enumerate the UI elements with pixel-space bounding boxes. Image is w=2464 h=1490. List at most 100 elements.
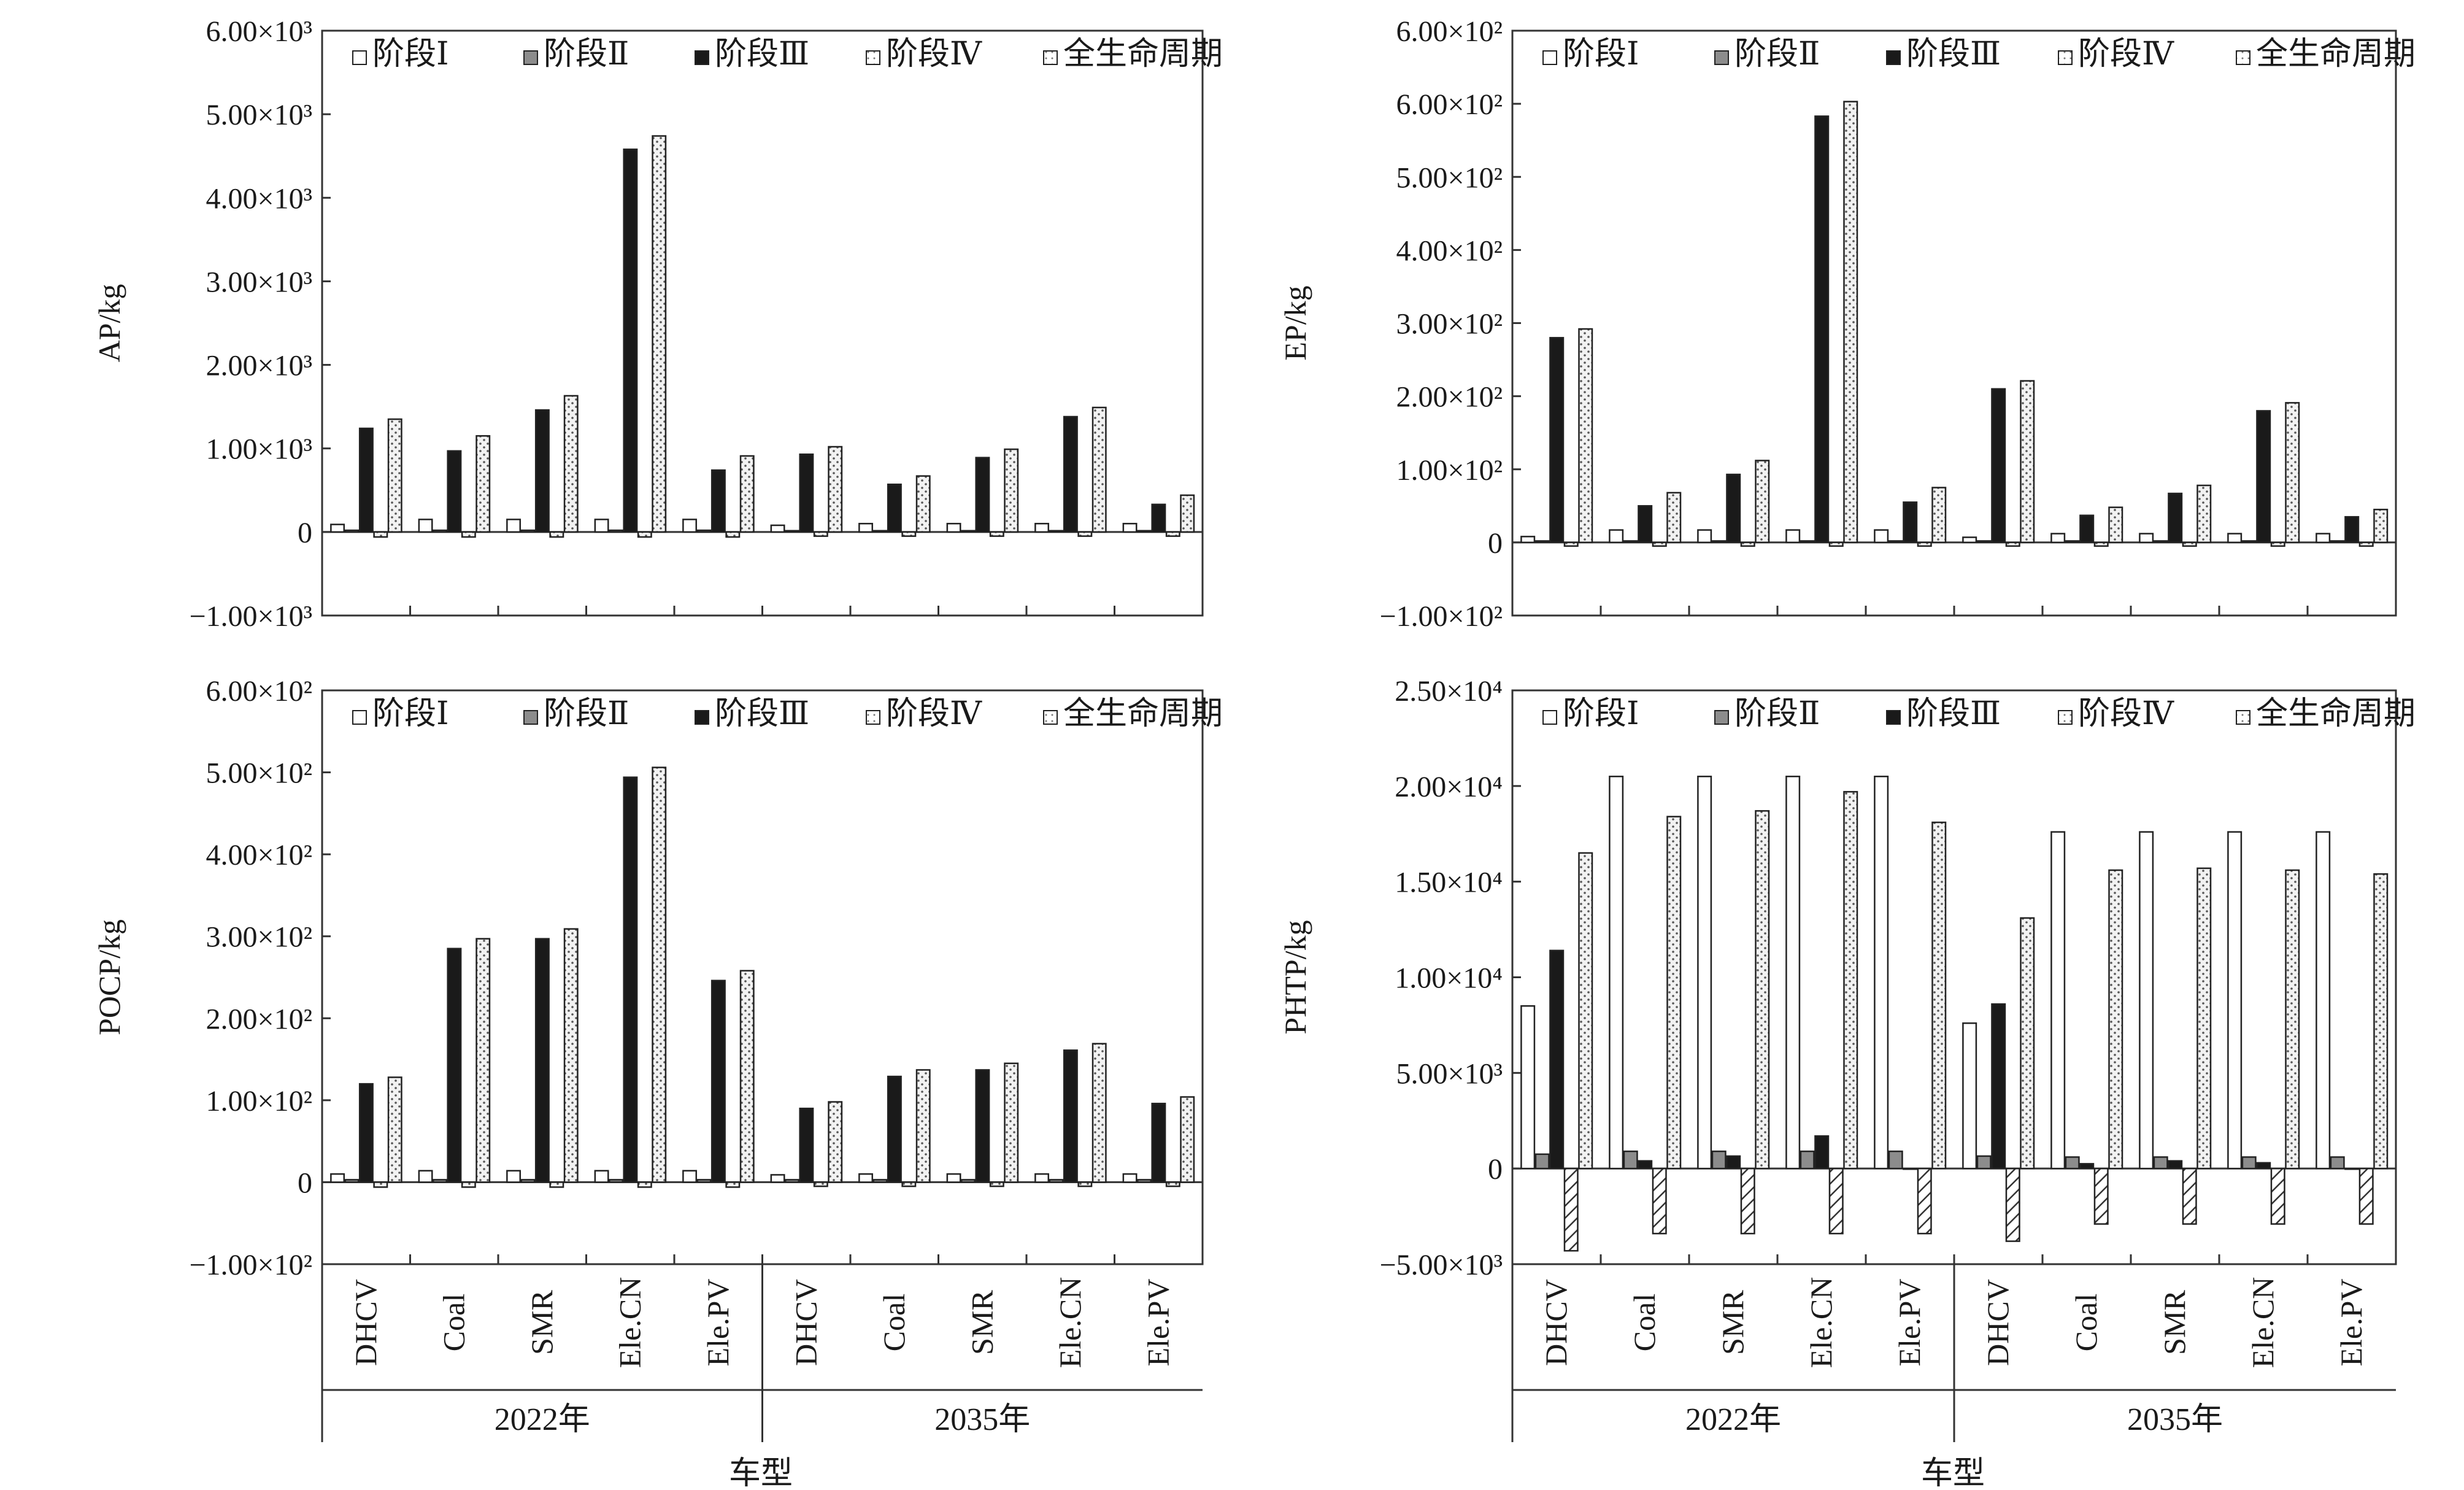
bar [1917, 541, 1932, 547]
bar [1962, 536, 1977, 544]
bar [1785, 776, 1801, 1170]
bar [609, 529, 623, 533]
bar [2285, 402, 2300, 544]
y-tick-label: 6.00×10² [1396, 88, 1503, 121]
bar [2168, 492, 2183, 544]
bar [901, 1181, 917, 1187]
bar [872, 1179, 888, 1183]
bar [1976, 1155, 1992, 1170]
bar [1034, 522, 1050, 533]
vehicle-type-label: Ele.CN [1804, 1277, 1838, 1368]
bar [1755, 810, 1770, 1170]
bar [1638, 1160, 1653, 1170]
vehicle-type-label: SMR [525, 1290, 559, 1355]
bar [2373, 873, 2389, 1170]
bar [739, 970, 755, 1183]
y-tick-label: 6.00×10² [1396, 15, 1503, 48]
bar [2316, 533, 2331, 544]
bar [1578, 328, 1593, 544]
y-tick-label: 0 [1488, 527, 1503, 560]
bar [1077, 531, 1093, 537]
bar [1991, 1003, 2006, 1170]
bar [1652, 541, 1667, 547]
bar [785, 1179, 799, 1183]
bar [2050, 831, 2066, 1170]
bar [2227, 533, 2243, 544]
bar [549, 531, 564, 538]
bar [1137, 1179, 1152, 1183]
bar [887, 1075, 902, 1183]
legend-label: 阶段Ⅳ [2078, 37, 2174, 72]
year-group-label: 2035年 [2127, 1402, 2223, 1437]
bar [872, 530, 888, 533]
bar [2108, 869, 2123, 1170]
bar [710, 469, 726, 533]
bar [1903, 501, 1918, 544]
bar [1165, 531, 1180, 537]
bar [785, 530, 799, 533]
bar [1180, 494, 1195, 533]
legend-swatch [1886, 710, 1901, 725]
bar [1740, 541, 1755, 547]
bar [387, 1076, 402, 1183]
bar [1623, 540, 1638, 544]
y-tick-label: 5.00×10³ [206, 99, 312, 131]
y-tick-label: −1.00×10³ [189, 600, 312, 633]
legend-label: 阶段Ⅱ [544, 697, 629, 731]
bar [623, 149, 638, 533]
legend-swatch [866, 710, 880, 725]
bar [2139, 533, 2154, 544]
legend-label: 阶段Ⅳ [886, 37, 982, 72]
bar [652, 766, 667, 1183]
y-axis-title: POCP/kg [92, 919, 126, 1035]
y-tick-label: −1.00×10² [189, 1249, 312, 1281]
legend-swatch [1542, 50, 1557, 65]
bar [2182, 1167, 2197, 1225]
bar [915, 475, 931, 533]
y-tick-label: 2.00×10³ [206, 350, 312, 382]
bar [1049, 530, 1064, 533]
bar [1077, 1181, 1093, 1187]
bar [1726, 1155, 1741, 1170]
legend-swatch [1043, 50, 1058, 65]
bar [563, 928, 579, 1183]
bar [330, 523, 345, 533]
bar [1755, 460, 1770, 544]
bar [1063, 415, 1078, 533]
category-axes: DHCV Coal SMR Ele.CN Ele.PV DHCV Coal SMR Ele.CN… [321, 1264, 2396, 1442]
legend-swatch [1714, 710, 1729, 725]
legend-swatch [523, 710, 538, 725]
bar [696, 529, 712, 533]
bar [2227, 831, 2243, 1170]
bar [828, 1101, 843, 1183]
legend-swatch [1043, 710, 1058, 725]
bar [563, 395, 579, 533]
bar [1034, 1173, 1050, 1183]
legend-label: 阶段Ⅰ [1563, 697, 1639, 731]
vehicle-type-label: Ele.PV [2334, 1278, 2368, 1366]
vehicle-type-label: DHCV [348, 1279, 383, 1366]
vehicle-type-label: Ele.PV [701, 1278, 735, 1366]
y-tick-label: 5.00×10² [1396, 161, 1503, 194]
bar [696, 1179, 712, 1183]
bar [915, 1069, 931, 1183]
bar [2373, 509, 2389, 544]
bar [1666, 816, 1682, 1170]
y-tick-label: −1.00×10² [1379, 600, 1503, 633]
bar [2358, 1167, 2374, 1225]
bar [901, 531, 917, 537]
bar [1800, 540, 1815, 544]
legend-label: 全生命周期 [1063, 36, 1223, 72]
bar [2285, 869, 2300, 1170]
vehicle-type-label: Coal [1627, 1294, 1661, 1351]
bar [2358, 541, 2374, 547]
bar [520, 529, 536, 533]
legend-label: 阶段Ⅳ [886, 697, 982, 731]
bar [858, 522, 874, 533]
bar [1609, 776, 1624, 1170]
bar [2330, 540, 2345, 544]
bar [1578, 852, 1593, 1170]
legend-label: 阶段Ⅰ [372, 37, 449, 72]
y-axis-title: PHTP/kg [1278, 920, 1312, 1034]
legend-swatch [1542, 710, 1557, 725]
